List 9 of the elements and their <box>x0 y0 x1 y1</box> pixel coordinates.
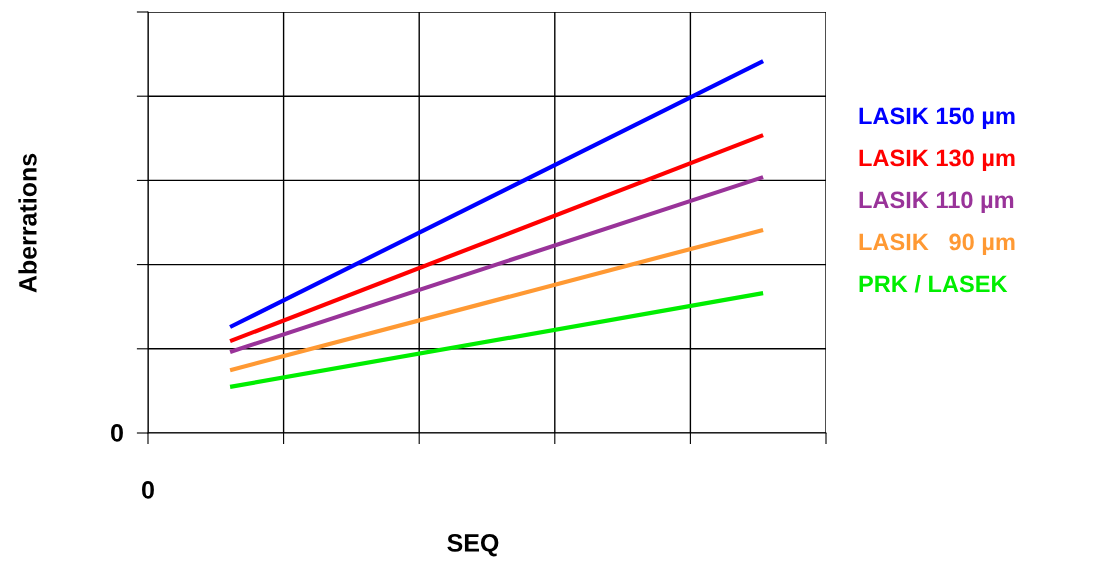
text: 0 <box>111 424 123 442</box>
text: 0 <box>142 481 154 499</box>
text: LASIK 110 µm <box>859 191 1014 214</box>
text: LASIK 130 µm <box>859 149 1015 171</box>
text: PRK / LASEK <box>859 275 1008 293</box>
x-axis-title: SEQ <box>447 534 499 557</box>
y-axis-title: Aberrations <box>18 153 37 293</box>
text: LASIK 90 µm <box>859 233 1015 256</box>
text: LASIK 150 µm <box>859 107 1015 129</box>
